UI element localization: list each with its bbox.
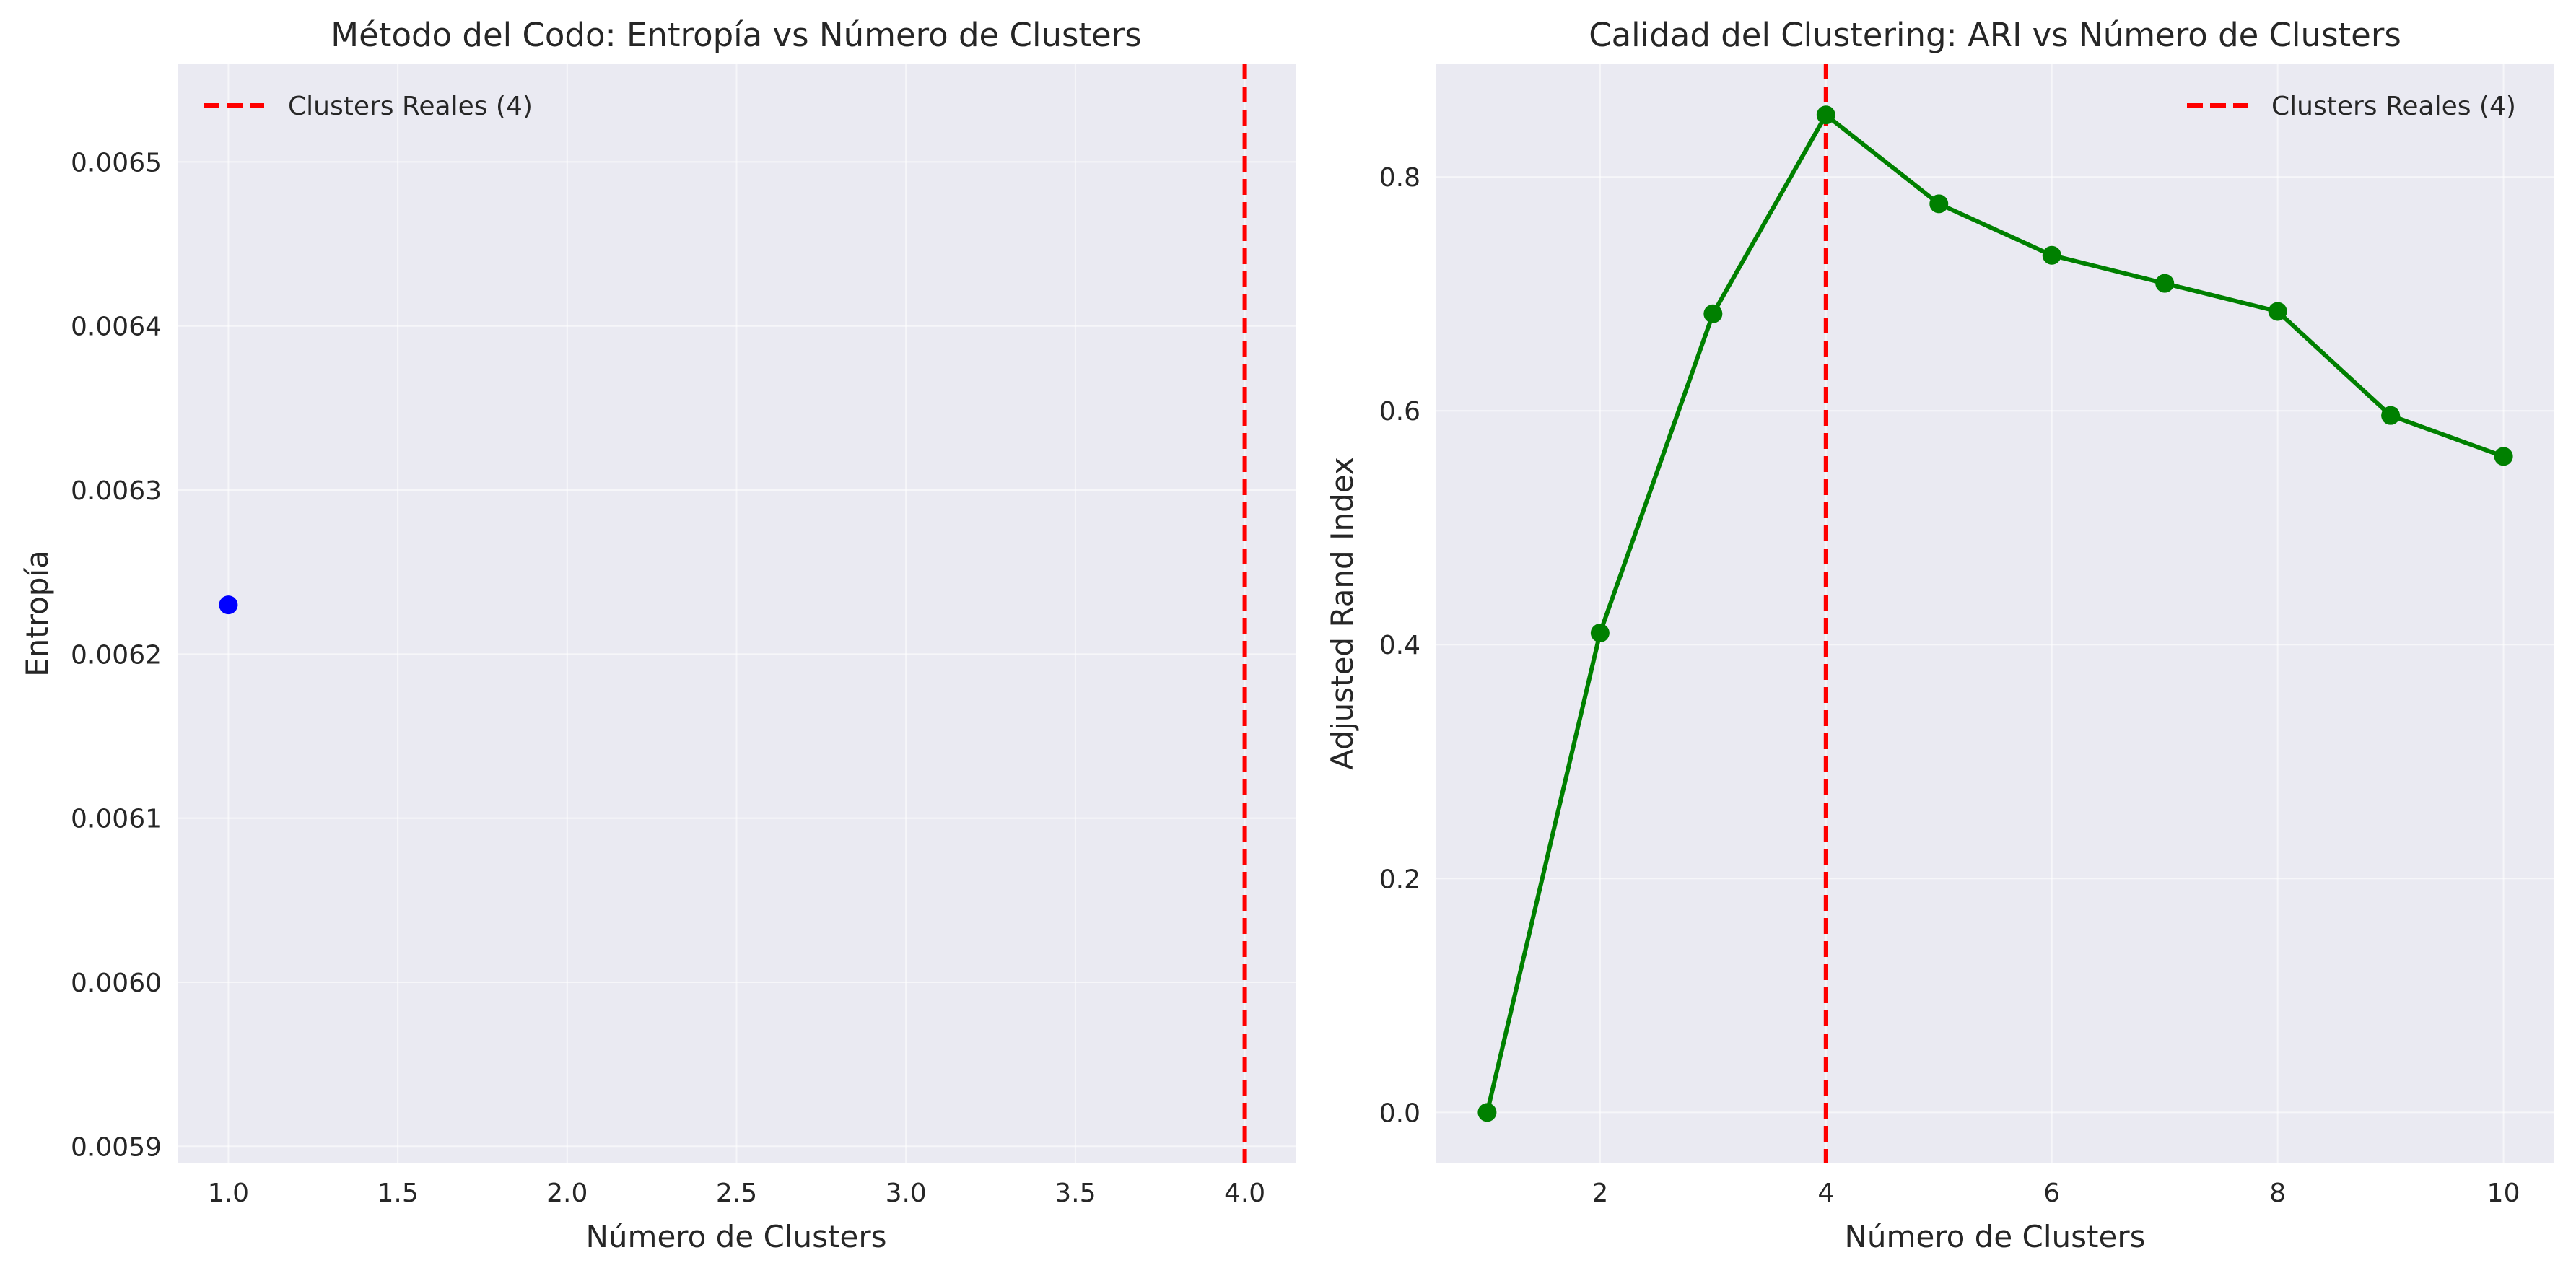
entropy-legend: Clusters Reales (4)	[204, 92, 533, 121]
ari-x-tick-label: 4	[1817, 1179, 1834, 1208]
entropy-y-tick-label: 0.0062	[71, 640, 162, 670]
ari-data-point	[2381, 406, 2401, 425]
ari-legend-label: Clusters Reales (4)	[2271, 92, 2516, 121]
entropy-y-tick-label: 0.0061	[71, 805, 162, 834]
entropy-x-tick-label: 4.0	[1224, 1179, 1265, 1208]
entropy-y-tick-label: 0.0063	[71, 476, 162, 506]
ari-plot-area	[1436, 64, 2554, 1163]
ari-data-point	[1929, 194, 1949, 214]
ari-chart: 2 4 6 8 10 0.0 0.2 0.4 0.6 0.8 Calidad del Clust…	[1324, 16, 2554, 1254]
ari-y-tick-label: 0.6	[1379, 397, 1420, 427]
entropy-chart: 1.0 1.5 2.0 2.5 3.0 3.5 4.0 0.0059 0.0060 0.0061…	[19, 16, 1296, 1254]
ari-data-point	[2155, 274, 2175, 293]
entropy-x-tick-label: 1.0	[208, 1179, 249, 1208]
ari-y-axis-label: Adjusted Rand Index	[1324, 457, 1360, 769]
entropy-series	[219, 595, 238, 615]
ari-x-ticks: 2 4 6 8 10	[1592, 1179, 2520, 1208]
ari-y-tick-label: 0.4	[1379, 631, 1420, 660]
ari-series	[1477, 105, 2513, 1122]
ari-series-line	[1485, 113, 2505, 1114]
ari-data-point	[1703, 304, 1723, 323]
entropy-y-ticks: 0.0059 0.0060 0.0061 0.0062 0.0063 0.0064 0.00…	[71, 148, 162, 1162]
entropy-y-tick-label: 0.0059	[71, 1132, 162, 1162]
ari-data-point	[2268, 302, 2287, 321]
ari-y-tick-label: 0.0	[1379, 1098, 1420, 1128]
ari-y-tick-label: 0.2	[1379, 865, 1420, 894]
ari-x-tick-label: 8	[2269, 1179, 2286, 1208]
entropy-x-axis-label: Número de Clusters	[586, 1219, 887, 1254]
entropy-y-tick-label: 0.0065	[71, 148, 162, 178]
ari-y-ticks: 0.0 0.2 0.4 0.6 0.8	[1379, 163, 1420, 1128]
ari-x-tick-label: 6	[2043, 1179, 2060, 1208]
ari-data-point	[1816, 105, 1835, 125]
entropy-x-tick-label: 2.5	[716, 1179, 757, 1208]
entropy-x-tick-label: 3.0	[886, 1179, 927, 1208]
ari-data-point	[2494, 447, 2513, 466]
ari-data-point	[1477, 1103, 1497, 1122]
ari-legend: Clusters Reales (4)	[2187, 92, 2516, 121]
entropy-legend-label: Clusters Reales (4)	[288, 92, 533, 121]
entropy-x-tick-label: 1.5	[377, 1179, 418, 1208]
ari-x-tick-label: 2	[1592, 1179, 1608, 1208]
entropy-y-tick-label: 0.0060	[71, 969, 162, 998]
ari-chart-title: Calidad del Clustering: ARI vs Número de…	[1589, 16, 2401, 54]
ari-data-point	[1590, 624, 1610, 643]
entropy-x-ticks: 1.0 1.5 2.0 2.5 3.0 3.5 4.0	[208, 1179, 1265, 1208]
entropy-y-tick-label: 0.0064	[71, 313, 162, 342]
entropy-x-tick-label: 3.5	[1055, 1179, 1096, 1208]
entropy-x-tick-label: 2.0	[546, 1179, 588, 1208]
ari-x-tick-label: 10	[2487, 1179, 2520, 1208]
ari-y-tick-label: 0.8	[1379, 163, 1420, 193]
entropy-data-point	[219, 595, 238, 615]
entropy-chart-title: Método del Codo: Entropía vs Número de C…	[331, 16, 1141, 54]
entropy-y-axis-label: Entropía	[19, 550, 55, 677]
ari-data-point	[2042, 245, 2061, 265]
ari-x-axis-label: Número de Clusters	[1845, 1219, 2146, 1254]
